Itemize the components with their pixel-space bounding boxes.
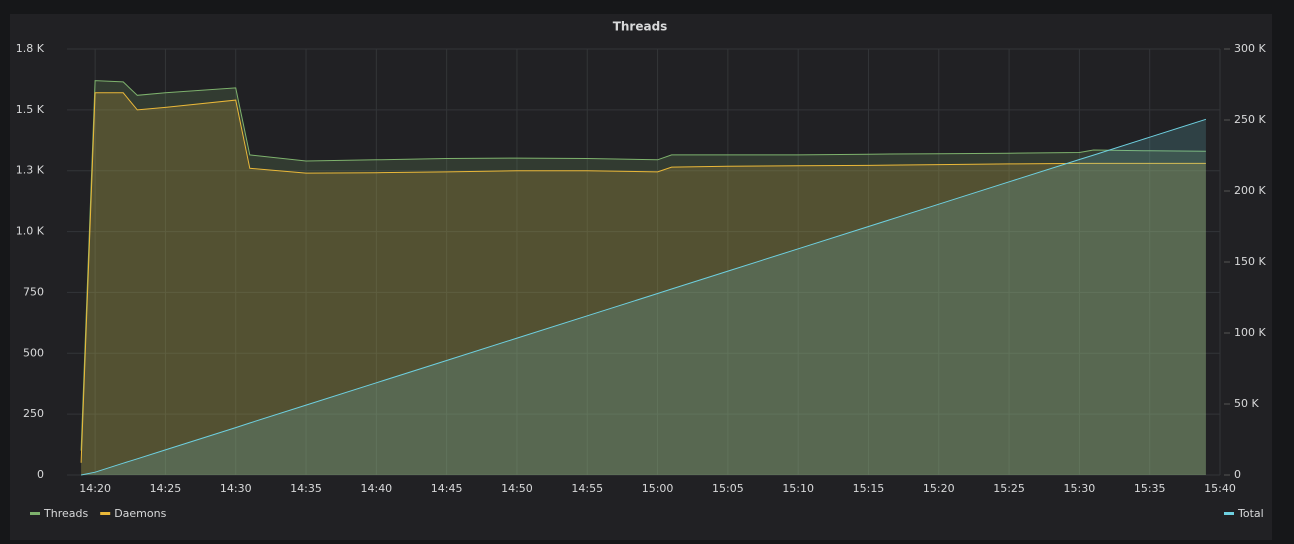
series-area xyxy=(81,119,1206,476)
legend-item[interactable]: Daemons xyxy=(100,507,167,520)
series-line xyxy=(80,80,1206,451)
series-line xyxy=(80,92,1206,463)
x-tick-label: 15:30 xyxy=(1064,482,1096,495)
y2-tick-label: 300 K xyxy=(1234,42,1266,55)
chart-title: Threads xyxy=(613,20,668,34)
x-tick-label: 15:40 xyxy=(1204,482,1236,495)
x-tick-label: 14:50 xyxy=(501,482,533,495)
series-area xyxy=(81,80,1206,475)
x-tick-label: 15:10 xyxy=(782,482,814,495)
x-tick-label: 14:30 xyxy=(220,482,252,495)
x-tick-label: 15:35 xyxy=(1134,482,1166,495)
y-tick-label: 500 xyxy=(23,346,44,359)
x-tick-label: 14:25 xyxy=(150,482,182,495)
y-tick-label: 1.5 K xyxy=(16,103,45,116)
x-tick-label: 15:25 xyxy=(993,482,1025,495)
legend-swatch xyxy=(30,512,40,515)
series-area xyxy=(81,92,1206,476)
y-tick-label: 250 xyxy=(23,407,44,420)
legend-swatch xyxy=(1224,512,1234,515)
x-tick-label: 14:45 xyxy=(431,482,463,495)
x-tick-label: 15:20 xyxy=(923,482,955,495)
y2-tick-label: 0 xyxy=(1234,468,1241,481)
legend-label: Daemons xyxy=(114,507,166,520)
y2-tick-label: 150 K xyxy=(1234,255,1266,268)
legend-label: Threads xyxy=(43,507,88,520)
legend-item[interactable]: Threads xyxy=(30,507,88,520)
y-tick-label: 1.3 K xyxy=(16,164,45,177)
y2-tick-label: 100 K xyxy=(1234,326,1266,339)
legend-item[interactable]: Total xyxy=(1224,507,1264,520)
y2-tick-label: 250 K xyxy=(1234,113,1266,126)
x-tick-label: 15:15 xyxy=(853,482,885,495)
series-line xyxy=(81,118,1207,476)
x-tick-label: 15:05 xyxy=(712,482,744,495)
x-tick-label: 14:55 xyxy=(571,482,603,495)
y2-tick-label: 200 K xyxy=(1234,184,1266,197)
y2-tick-label: 50 K xyxy=(1234,397,1259,410)
x-tick-label: 14:40 xyxy=(360,482,392,495)
x-tick-label: 14:35 xyxy=(290,482,322,495)
x-tick-label: 14:20 xyxy=(79,482,111,495)
legend-label: Total xyxy=(1237,507,1264,520)
x-tick-label: 15:00 xyxy=(642,482,674,495)
y-tick-label: 750 xyxy=(23,285,44,298)
y-tick-label: 0 xyxy=(37,468,44,481)
y-tick-label: 1.0 K xyxy=(16,225,45,238)
y-tick-label: 1.8 K xyxy=(16,42,45,55)
legend-swatch xyxy=(100,512,111,515)
